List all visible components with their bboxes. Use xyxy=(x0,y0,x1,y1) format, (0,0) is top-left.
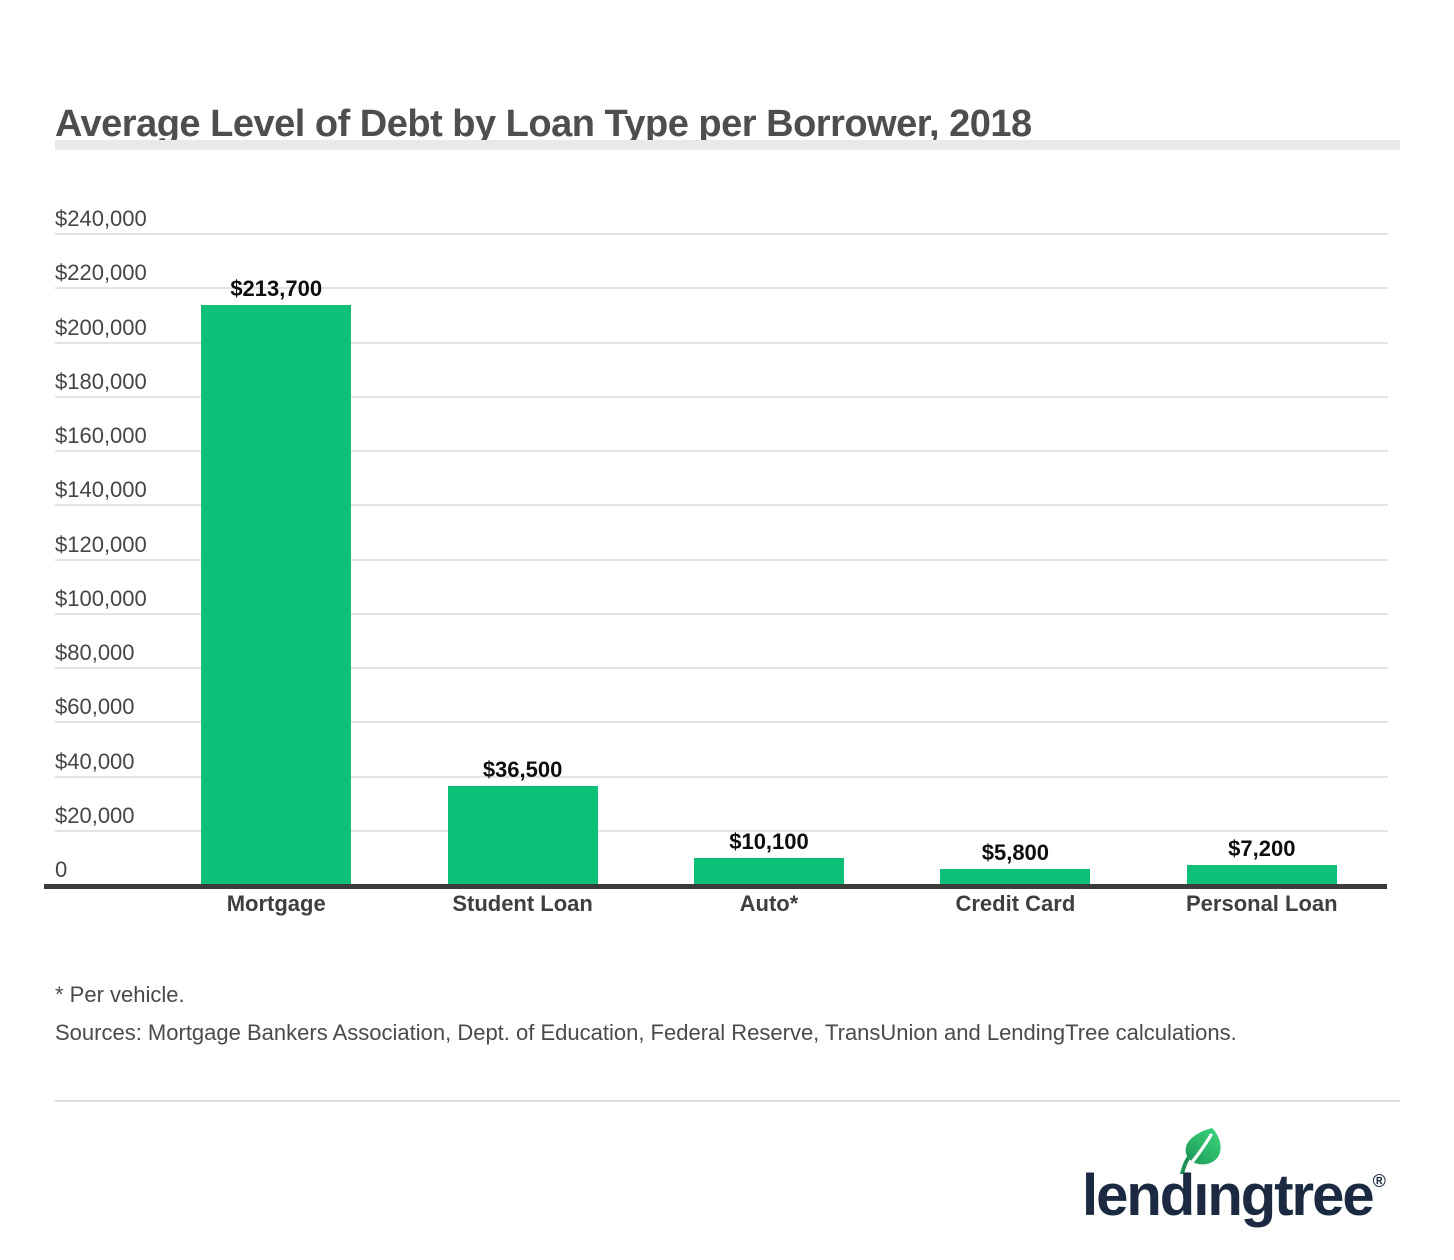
bar xyxy=(940,869,1091,885)
x-category-label: Auto* xyxy=(739,891,799,916)
gridline xyxy=(55,233,1388,235)
y-tick-label: $220,000 xyxy=(55,260,147,286)
bar xyxy=(201,305,352,885)
y-tick-label: $60,000 xyxy=(55,694,135,720)
bar xyxy=(694,857,844,885)
bar-value-label: $213,700 xyxy=(230,276,323,302)
logo-wordmark-text: lendıngtree xyxy=(1082,1163,1375,1228)
gridline xyxy=(55,667,1388,669)
x-category-label: Personal Loan xyxy=(1185,891,1338,916)
x-axis-line xyxy=(44,884,1387,889)
y-tick-label: $240,000 xyxy=(55,206,147,231)
bar-value-label: $5,800 xyxy=(981,840,1050,866)
y-tick-label: $20,000 xyxy=(55,802,135,828)
logo-wordmark: lendıngtree® xyxy=(1082,1152,1386,1225)
footnote-sources: Sources: Mortgage Bankers Association, D… xyxy=(55,1020,1237,1045)
gridline xyxy=(55,829,1388,832)
bar xyxy=(1186,865,1337,885)
y-tick-label: $180,000 xyxy=(55,368,147,394)
bar xyxy=(447,785,598,885)
y-tick-label: $40,000 xyxy=(55,748,135,774)
y-tick-label: $100,000 xyxy=(55,585,147,611)
y-tick-label: 0 xyxy=(55,857,68,882)
y-tick-label: $200,000 xyxy=(55,314,147,340)
gridline xyxy=(55,395,1388,398)
chart-title: Average Level of Debt by Loan Type per B… xyxy=(55,103,1032,146)
y-tick-label: $120,000 xyxy=(55,531,147,557)
gridline xyxy=(55,450,1388,452)
y-tick-label: $80,000 xyxy=(55,640,135,665)
lendingtree-logo: lendıngtree® xyxy=(1082,1128,1402,1228)
leaf-icon xyxy=(1180,1128,1221,1174)
y-tick-label: $160,000 xyxy=(55,423,147,448)
gridline xyxy=(55,775,1388,778)
gridline xyxy=(55,287,1388,290)
registered-trademark-icon: ® xyxy=(1372,1171,1386,1191)
bar-value-label: $7,200 xyxy=(1228,836,1296,862)
x-category-label: Mortgage xyxy=(226,891,326,916)
title-divider xyxy=(55,140,1400,150)
bar-value-label: $36,500 xyxy=(482,756,563,782)
y-tick-label: $140,000 xyxy=(55,477,147,503)
gridline xyxy=(55,341,1388,344)
gridline xyxy=(55,504,1388,507)
footnote-per-vehicle: * Per vehicle. xyxy=(55,982,185,1007)
x-category-label: Credit Card xyxy=(955,891,1076,916)
gridline xyxy=(55,721,1388,724)
footer-divider xyxy=(55,1100,1400,1102)
gridline xyxy=(55,612,1388,615)
x-category-label: Student Loan xyxy=(452,891,593,916)
bar-value-label: $10,100 xyxy=(729,828,809,854)
gridline xyxy=(55,558,1388,561)
